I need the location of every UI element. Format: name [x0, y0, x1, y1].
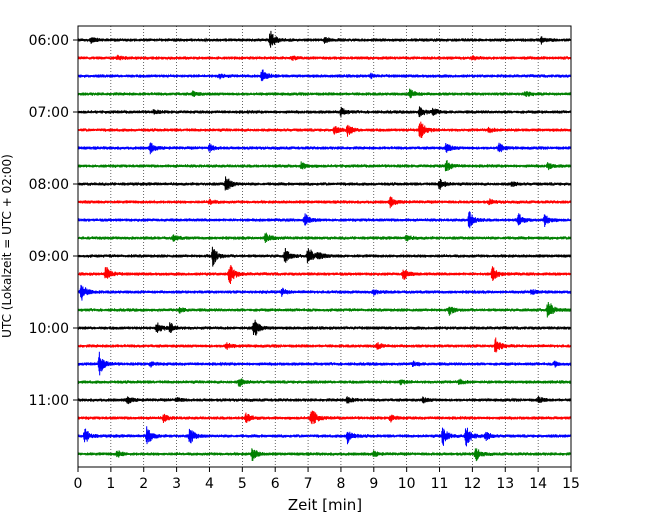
trace-0830 [77, 211, 572, 229]
trace-0715 [77, 121, 572, 139]
y-tick-label: 07:00 [29, 105, 69, 121]
x-tick-label: 2 [139, 476, 148, 492]
x-tick-label: 8 [336, 476, 345, 492]
trace-1130 [77, 426, 572, 447]
trace-1030 [77, 351, 572, 376]
trace-0730 [77, 142, 572, 155]
trace-1145 [77, 448, 572, 462]
trace-0630 [77, 69, 572, 82]
trace-1100 [77, 396, 572, 405]
x-tick-label: 10 [398, 476, 416, 492]
x-tick-label: 5 [238, 476, 247, 492]
x-tick-label: 15 [562, 476, 580, 492]
x-tick-label: 6 [271, 476, 280, 492]
x-tick-label: 0 [74, 476, 83, 492]
y-tick-label: 11:00 [29, 393, 69, 409]
x-tick-label: 9 [369, 476, 378, 492]
x-tick-label: 1 [106, 476, 115, 492]
x-axis: 0 1 2 3 4 5 6 7 8 9 10 11 12 13 14 15 [74, 467, 580, 492]
y-axis: 06:00 07:00 08:00 09:00 10:00 11:00 [29, 33, 78, 409]
x-tick-label: 13 [496, 476, 514, 492]
x-tick-label: 14 [529, 476, 547, 492]
trace-0700 [77, 106, 572, 118]
trace-0845 [77, 232, 572, 243]
y-tick-label: 09:00 [29, 249, 69, 265]
y-axis-label: UTC (Lokalzeit = UTC + 02:00) [0, 154, 14, 338]
y-tick-label: 06:00 [29, 33, 69, 49]
x-tick-label: 3 [172, 476, 181, 492]
x-axis-label: Zeit [min] [288, 496, 362, 514]
trace-1045 [77, 378, 572, 387]
trace-1000 [77, 319, 572, 336]
trace-0945 [77, 301, 572, 318]
y-tick-label: 08:00 [29, 177, 69, 193]
x-tick-label: 12 [463, 476, 481, 492]
trace-1115 [77, 410, 572, 425]
seismic-traces [77, 30, 572, 462]
trace-0600 [77, 30, 572, 48]
trace-0745 [77, 160, 572, 172]
trace-0615 [77, 54, 572, 62]
trace-0815 [77, 196, 572, 209]
trace-0915 [77, 264, 572, 285]
trace-0930 [77, 284, 572, 301]
plot-frame [77, 25, 572, 468]
x-tick-label: 7 [304, 476, 313, 492]
x-tick-label: 11 [431, 476, 449, 492]
trace-0800 [77, 176, 572, 191]
trace-0900 [77, 246, 572, 267]
x-tick-label: 4 [205, 476, 214, 492]
y-tick-label: 10:00 [29, 321, 69, 337]
trace-1015 [77, 337, 572, 353]
trace-0645 [77, 88, 572, 99]
